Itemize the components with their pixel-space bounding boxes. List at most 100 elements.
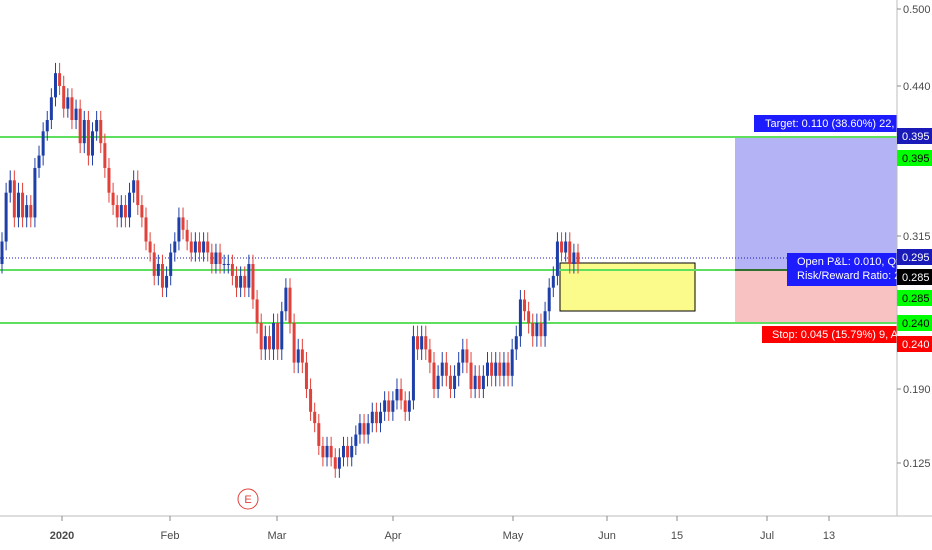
candle[interactable] — [132, 170, 136, 203]
candle[interactable] — [128, 182, 132, 228]
candle[interactable] — [403, 391, 407, 421]
candle[interactable] — [280, 301, 284, 360]
candle[interactable] — [259, 313, 263, 360]
candle[interactable] — [148, 232, 152, 262]
candle[interactable] — [539, 313, 543, 347]
candle[interactable] — [350, 436, 354, 467]
candle[interactable] — [304, 352, 308, 399]
candle[interactable] — [477, 365, 481, 399]
price-axis[interactable]: 0.500 0.440 0.315 0.190 0.125 — [897, 4, 931, 470]
candle[interactable] — [547, 278, 551, 321]
candle[interactable] — [247, 254, 251, 298]
candle[interactable] — [235, 266, 239, 298]
candle[interactable] — [448, 365, 452, 399]
candle[interactable] — [292, 313, 296, 374]
candle[interactable] — [568, 232, 572, 274]
candle[interactable] — [518, 290, 522, 347]
candle[interactable] — [78, 99, 82, 154]
candle[interactable] — [436, 365, 440, 399]
candle[interactable] — [99, 110, 103, 154]
candle[interactable] — [543, 301, 547, 347]
candle[interactable] — [358, 414, 362, 444]
candle[interactable] — [296, 338, 300, 374]
candle[interactable] — [49, 88, 53, 130]
candle[interactable] — [560, 232, 564, 262]
candle[interactable] — [74, 99, 78, 130]
candle[interactable] — [391, 391, 395, 421]
candle[interactable] — [91, 122, 95, 166]
candle[interactable] — [313, 402, 317, 433]
candle[interactable] — [123, 195, 127, 228]
candle[interactable] — [399, 378, 403, 410]
candle[interactable] — [197, 232, 201, 262]
earnings-marker[interactable]: E — [237, 488, 259, 510]
candle[interactable] — [506, 352, 510, 387]
candle[interactable] — [354, 425, 358, 456]
candle[interactable] — [523, 290, 527, 321]
candle[interactable] — [341, 436, 345, 467]
candle[interactable] — [337, 448, 341, 478]
candle[interactable] — [25, 195, 29, 228]
candle[interactable] — [329, 436, 333, 467]
candle[interactable] — [82, 110, 86, 154]
pnl-label[interactable]: Open P&L: 0.010, Qty Risk/Reward Ratio: … — [787, 253, 905, 286]
candle[interactable] — [41, 122, 45, 166]
candle[interactable] — [53, 62, 57, 107]
candle[interactable] — [420, 325, 424, 360]
candle[interactable] — [107, 158, 111, 203]
candle[interactable] — [202, 232, 206, 262]
candle[interactable] — [86, 110, 90, 166]
candle[interactable] — [251, 254, 255, 309]
candle[interactable] — [551, 266, 555, 298]
candle[interactable] — [222, 254, 226, 274]
candle[interactable] — [453, 365, 457, 399]
candle[interactable] — [8, 170, 12, 203]
candle[interactable] — [66, 88, 70, 118]
candle[interactable] — [576, 243, 580, 274]
candle[interactable] — [230, 254, 234, 286]
candle[interactable] — [428, 338, 432, 374]
candle[interactable] — [527, 301, 531, 334]
candle[interactable] — [535, 313, 539, 347]
candle[interactable] — [111, 182, 115, 215]
candle[interactable] — [210, 243, 214, 274]
candle[interactable] — [193, 232, 197, 262]
candle[interactable] — [29, 195, 33, 228]
candle[interactable] — [267, 325, 271, 360]
candle[interactable] — [189, 232, 193, 262]
candle[interactable] — [346, 436, 350, 467]
candle[interactable] — [416, 325, 420, 360]
candle[interactable] — [494, 352, 498, 387]
candle[interactable] — [465, 338, 469, 374]
candle[interactable] — [206, 232, 210, 262]
candle[interactable] — [226, 254, 230, 274]
candle[interactable] — [366, 414, 370, 444]
candle[interactable] — [498, 352, 502, 387]
candle[interactable] — [169, 243, 173, 286]
candle[interactable] — [115, 195, 119, 228]
candle[interactable] — [444, 352, 448, 387]
candle[interactable] — [333, 448, 337, 478]
candle[interactable] — [272, 313, 276, 360]
candle[interactable] — [70, 88, 74, 130]
candle[interactable] — [531, 313, 535, 347]
candle[interactable] — [21, 182, 25, 228]
candle[interactable] — [432, 352, 436, 399]
candle[interactable] — [440, 352, 444, 387]
stop-label[interactable]: Stop: 0.045 (15.79%) 9, A — [762, 326, 899, 343]
candle[interactable] — [263, 325, 267, 360]
candle[interactable] — [62, 75, 66, 118]
candle[interactable] — [485, 352, 489, 387]
candle[interactable] — [469, 352, 473, 399]
candle[interactable] — [255, 290, 259, 334]
candle[interactable] — [177, 207, 181, 251]
candle[interactable] — [321, 436, 325, 467]
candle[interactable] — [16, 182, 20, 228]
candle[interactable] — [374, 402, 378, 433]
candle[interactable] — [457, 352, 461, 387]
candle[interactable] — [243, 266, 247, 298]
candle[interactable] — [461, 338, 465, 374]
candle[interactable] — [12, 170, 16, 228]
candle[interactable] — [239, 266, 243, 298]
candle[interactable] — [136, 170, 140, 215]
